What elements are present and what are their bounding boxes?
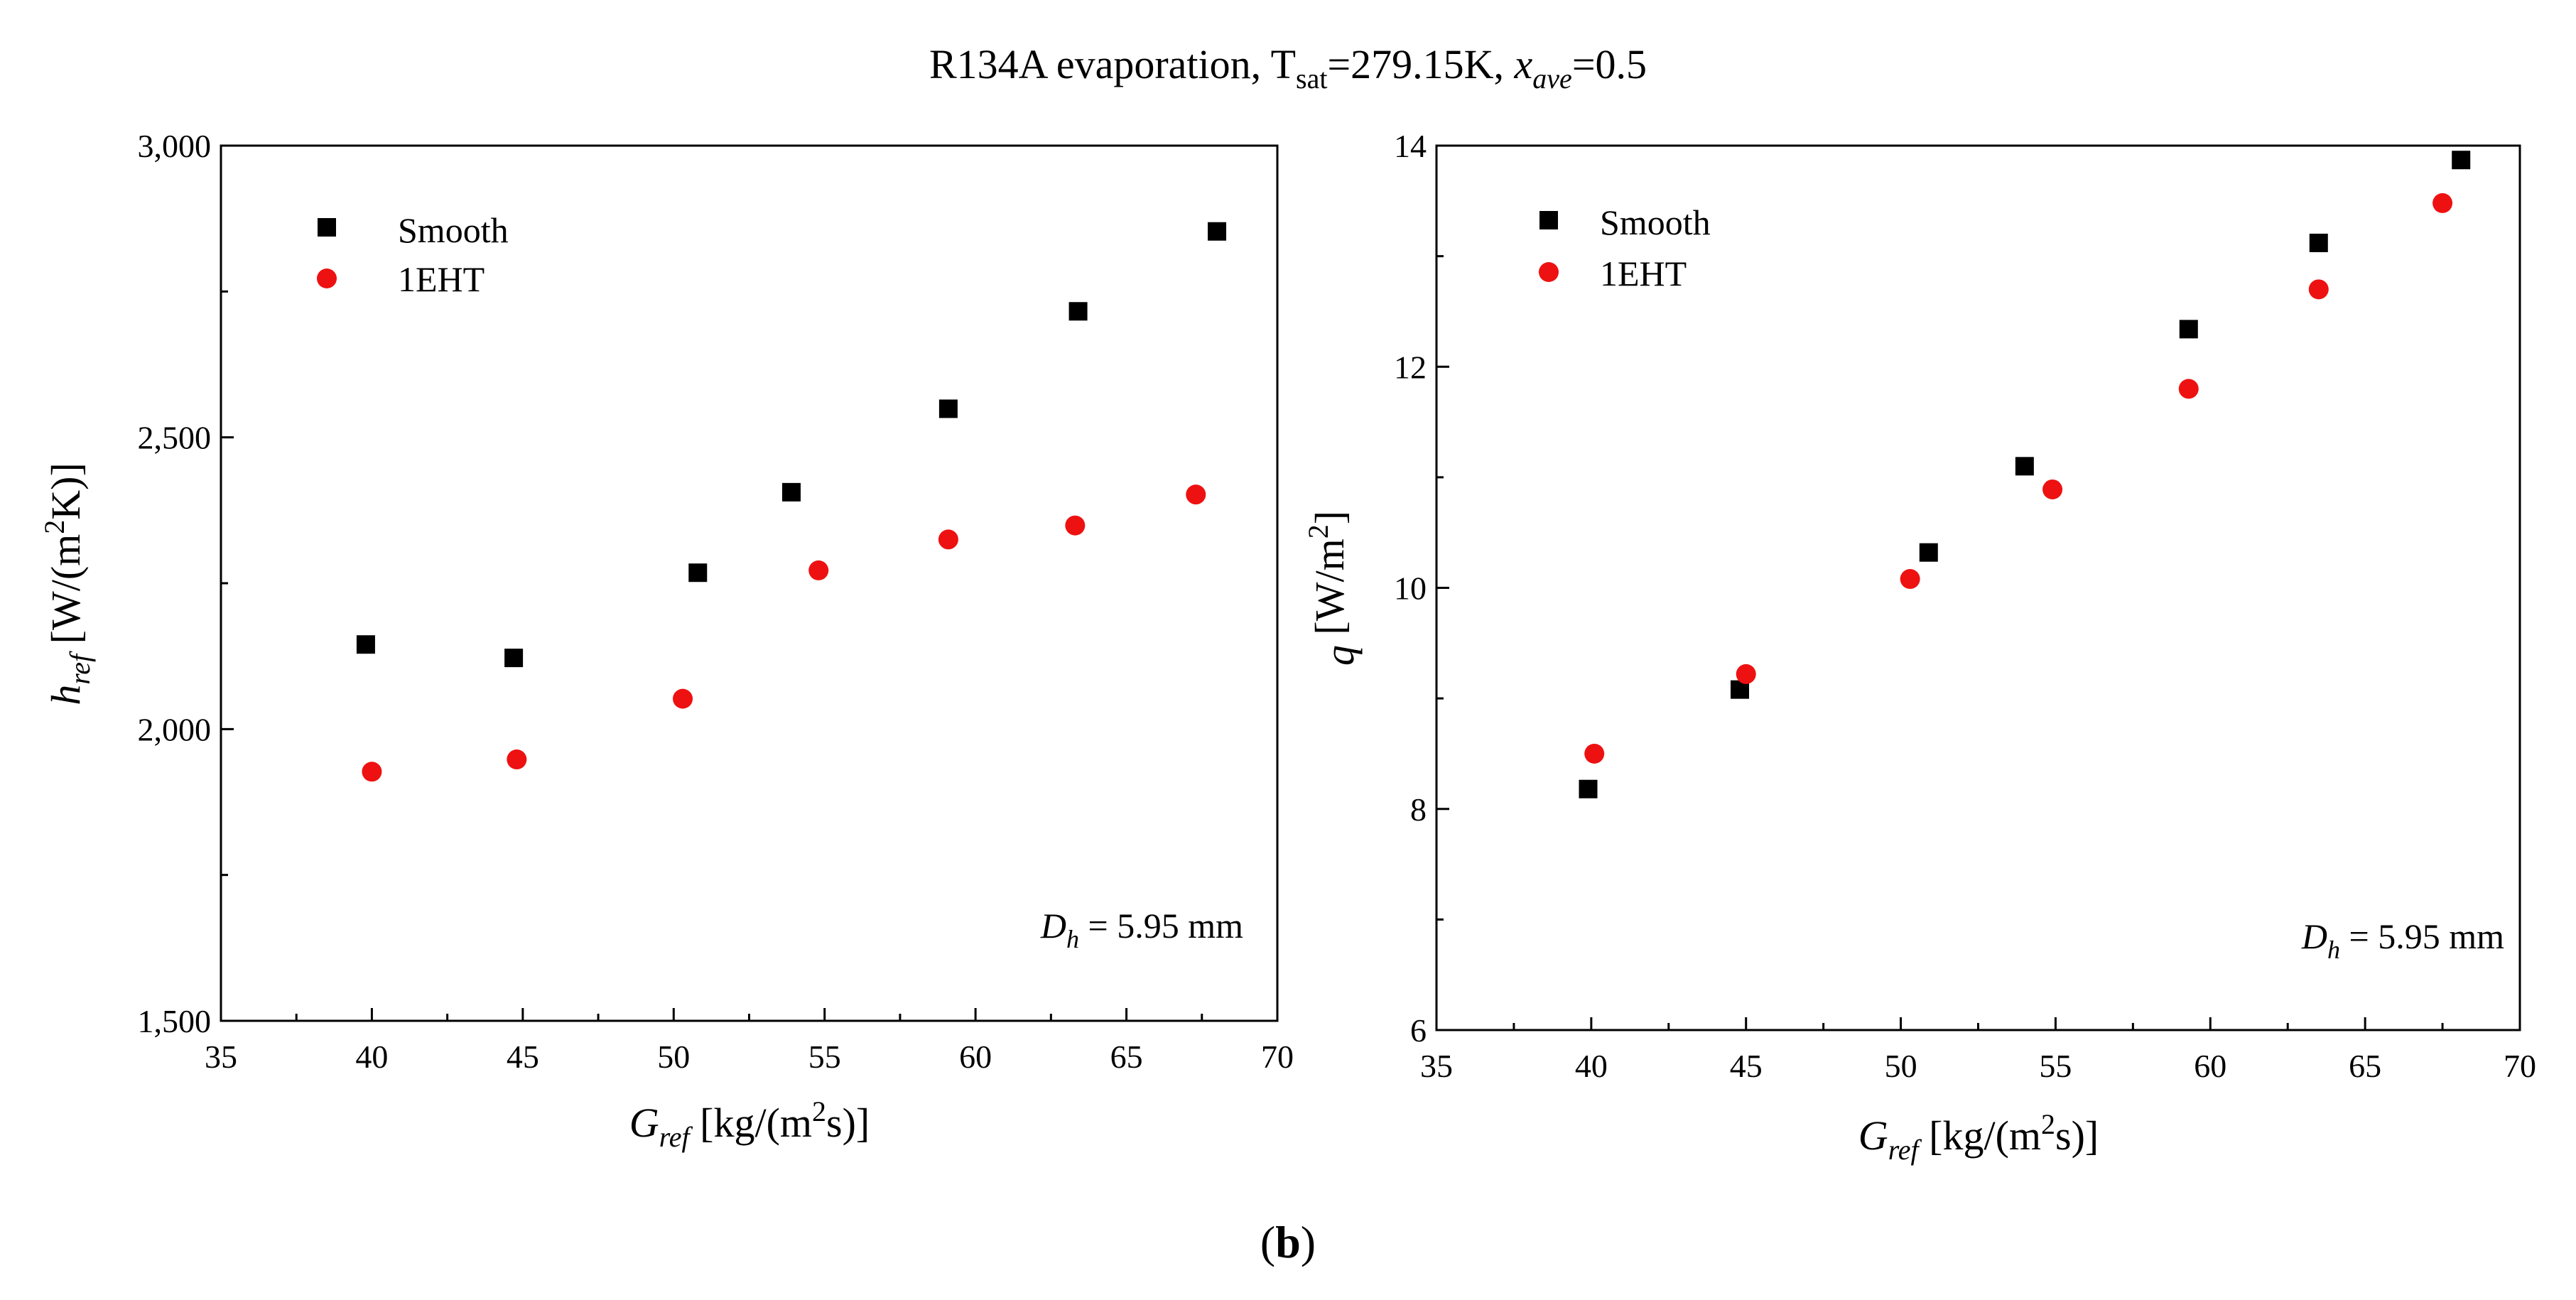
y-tick-label: 6 [1410,1012,1427,1049]
y-tick-label: 10 [1394,570,1427,607]
point-1eht [2308,279,2329,300]
point-smooth [356,635,375,654]
y-tick-labels: 6 8 10 12 14 [1394,128,1427,1049]
panel-label: (b) [1260,1217,1316,1267]
annotation: Dh = 5.95 mm [1040,906,1243,953]
x-tick-label: 60 [959,1039,992,1075]
point-smooth [504,649,524,668]
legend-marker-1eht [1539,262,1559,282]
point-smooth [2015,457,2034,476]
x-axis-label: Gref [kg/(m2s)] [1858,1108,2099,1166]
y-tick-label: 1,500 [138,1003,212,1039]
legend-label-smooth: Smooth [1600,202,1711,242]
legend-marker-smooth [318,218,336,237]
point-1eht [808,560,829,580]
point-1eht [362,762,382,782]
x-tick-label: 55 [2039,1048,2072,1084]
x-tick-label: 45 [507,1039,539,1075]
x-tick-label: 65 [1110,1039,1143,1075]
y-tick-label: 2,000 [138,711,212,747]
x-tick-label: 50 [657,1039,690,1075]
point-1eht [1065,515,1086,536]
y-tick-label: 3,000 [138,128,212,164]
point-1eht [2178,379,2199,399]
point-1eht [1736,663,1756,684]
point-1eht [673,688,693,709]
point-smooth [2309,233,2328,252]
legend-marker-smooth [1539,211,1558,229]
axis-ticks [220,144,1279,1022]
x-tick-label: 35 [205,1039,237,1075]
point-smooth [1919,543,1938,562]
point-smooth [781,482,801,502]
data-points [356,222,1227,782]
point-1eht [938,529,958,550]
point-smooth [1208,222,1227,241]
y-tick-label: 14 [1394,128,1427,164]
x-tick-labels: 35 40 45 50 55 60 65 70 [1420,1048,2536,1084]
x-tick-label: 70 [2504,1048,2536,1084]
legend-marker-1eht [317,269,337,288]
y-tick-label: 8 [1410,791,1427,828]
chart-heat-transfer-coefficient: 35 40 45 50 55 60 65 70 1,500 2,000 2,500 3,000 Sm… [38,128,1294,1153]
point-smooth [1068,302,1088,321]
y-tick-label: 2,500 [138,420,212,456]
x-axis-label: Gref [kg/(m2s)] [629,1095,870,1153]
figure-title: R134A evaporation, Tsat=279.15K, xave=0.… [929,41,1647,94]
point-smooth [2179,320,2198,339]
point-1eht [2432,193,2453,213]
legend-label-smooth: Smooth [398,210,509,250]
y-axis-label: q [W/m2] [1302,511,1363,666]
point-smooth [938,399,958,418]
axis-ticks [1435,144,2521,1031]
x-tick-labels: 35 40 45 50 55 60 65 70 [205,1039,1294,1075]
x-tick-label: 55 [808,1039,841,1075]
point-1eht [2042,479,2063,499]
legend: Smooth 1EHT [317,210,509,299]
point-1eht [507,749,527,770]
plot-frame [1435,144,2521,1031]
point-smooth [1579,779,1598,798]
y-tick-labels: 1,500 2,000 2,500 3,000 [138,128,212,1039]
point-1eht [1900,569,1920,590]
x-tick-label: 65 [2349,1048,2381,1084]
x-tick-label: 35 [1420,1048,1453,1084]
x-tick-label: 40 [1575,1048,1608,1084]
x-tick-label: 50 [1885,1048,1917,1084]
chart-heat-flux: 35 40 45 50 55 60 65 70 6 8 10 12 14 Smooth 1EHT Dh… [1302,128,2536,1166]
plot-frame [220,144,1279,1022]
legend: Smooth 1EHT [1539,202,1711,293]
x-tick-label: 40 [355,1039,388,1075]
point-smooth [688,563,708,583]
point-smooth [2452,151,2471,170]
y-tick-label: 12 [1394,349,1427,385]
x-tick-label: 70 [1261,1039,1294,1075]
legend-label-1eht: 1EHT [1600,254,1687,293]
x-tick-label: 60 [2194,1048,2226,1084]
point-1eht [1584,743,1605,764]
point-1eht [1186,484,1206,505]
annotation: Dh = 5.95 mm [2301,916,2504,964]
data-points [1579,151,2471,798]
y-axis-label: href [W/(m2K)] [38,462,96,705]
legend-label-1eht: 1EHT [398,259,485,299]
x-tick-label: 45 [1730,1048,1763,1084]
